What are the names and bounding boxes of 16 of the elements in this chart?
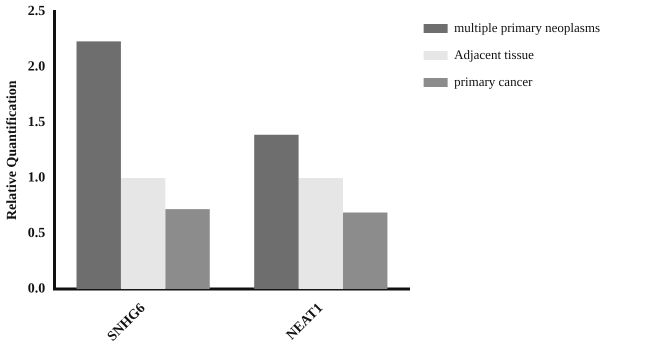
bar bbox=[76, 41, 121, 290]
bar bbox=[254, 134, 299, 290]
legend-label: multiple primary neoplasms bbox=[454, 20, 600, 35]
y-tick-label: 1.0 bbox=[28, 170, 46, 186]
y-tick-label: 2.5 bbox=[28, 4, 46, 20]
y-tick-label: 2.0 bbox=[28, 60, 46, 75]
bar bbox=[120, 178, 166, 290]
bar bbox=[343, 212, 388, 290]
y-tick-label: 1.5 bbox=[28, 115, 46, 130]
y-tick-label: 0.5 bbox=[28, 226, 46, 242]
y-axis-title: Relative Quantification bbox=[5, 80, 20, 220]
bar bbox=[165, 209, 210, 290]
bar bbox=[298, 178, 344, 290]
legend-label: Adjacent tissue bbox=[454, 46, 534, 62]
y-tick-label: 0.0 bbox=[28, 282, 46, 297]
legend-label: primary cancer bbox=[454, 74, 534, 89]
